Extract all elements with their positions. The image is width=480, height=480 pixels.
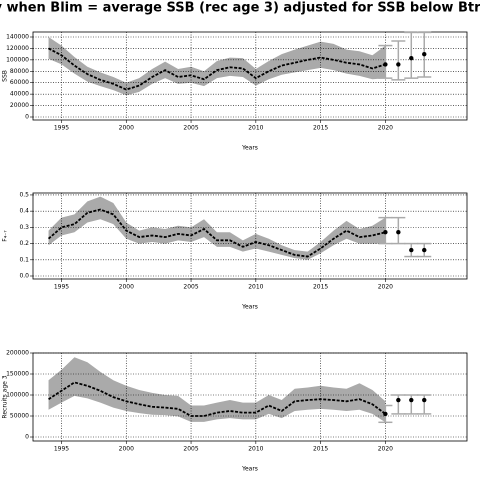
x-tick-label: 1995: [54, 125, 69, 132]
projection-point: [396, 230, 401, 235]
plot-frame: [32, 31, 468, 121]
y-axis-label: Recruits age 3: [2, 375, 9, 418]
y-tick-label: 0: [25, 114, 29, 121]
x-tick-label: 2015: [313, 125, 328, 132]
projection-point: [383, 230, 388, 235]
x-tick-label: 2010: [248, 446, 263, 453]
x-tick-label: 1995: [54, 284, 69, 291]
y-axis-label: SSB: [2, 70, 9, 82]
estimate-line: [47, 208, 386, 258]
projection-point: [409, 397, 414, 403]
y-tick-label: 0.0: [19, 273, 29, 280]
y-tick-label: 0.1: [19, 256, 29, 263]
projection-point: [383, 62, 388, 67]
plot-frame: [32, 352, 468, 442]
confidence-band: [48, 37, 386, 96]
projection-point: [422, 51, 427, 57]
x-tick-label: 2020: [378, 446, 393, 453]
x-tick-label: 2005: [183, 446, 198, 453]
x-tick-label: 2005: [183, 125, 198, 132]
x-tick-label: 2020: [378, 125, 393, 132]
projection-point: [409, 55, 414, 61]
y-tick-label: 120000: [6, 45, 29, 52]
y-tick-label: 150000: [6, 371, 29, 378]
y-tick-label: 60000: [10, 79, 29, 86]
plot-frame: [32, 192, 468, 280]
estimate-line: [48, 47, 386, 91]
x-tick-label: 2015: [313, 284, 328, 291]
y-tick-label: 140000: [6, 34, 29, 41]
x-tick-label: 2010: [248, 284, 263, 291]
y-tick-label: 100000: [6, 56, 29, 63]
y-axis-label: F₄₋₇: [2, 230, 9, 242]
y-tick-label: 0.5: [19, 191, 29, 198]
x-axis-label: Years: [241, 145, 258, 152]
y-tick-label: 200000: [6, 350, 29, 357]
confidence-band: [48, 357, 386, 423]
y-tick-label: 80000: [10, 68, 29, 75]
estimate-line: [48, 381, 386, 417]
x-axis-label: Years: [241, 304, 258, 311]
projection-point: [396, 62, 401, 67]
y-tick-label: 40000: [10, 91, 29, 98]
x-axis-label: Years: [241, 466, 258, 473]
projection-point: [383, 411, 388, 417]
x-tick-label: 1995: [54, 446, 69, 453]
x-tick-label: 2010: [248, 125, 263, 132]
y-tick-label: 0: [25, 434, 29, 441]
projection-point: [422, 397, 427, 403]
projection-point: [396, 397, 401, 403]
confidence-band: [48, 196, 386, 260]
x-tick-label: 2015: [313, 446, 328, 453]
x-tick-label: 2000: [119, 125, 134, 132]
y-tick-label: 50000: [10, 413, 29, 420]
projection-point: [422, 247, 427, 253]
y-tick-label: 0.2: [19, 240, 29, 247]
y-tick-label: 20000: [10, 102, 29, 109]
y-tick-label: 100000: [6, 392, 29, 399]
x-tick-label: 2005: [183, 284, 198, 291]
x-tick-label: 2020: [378, 284, 393, 291]
chart-title: nsy when Blim = average SSB (rec age 3) …: [0, 1, 480, 16]
x-tick-label: 2000: [119, 446, 134, 453]
projection-point: [409, 247, 414, 253]
x-tick-label: 2000: [119, 284, 134, 291]
y-tick-label: 0.3: [19, 224, 29, 231]
y-tick-label: 0.4: [19, 208, 29, 215]
